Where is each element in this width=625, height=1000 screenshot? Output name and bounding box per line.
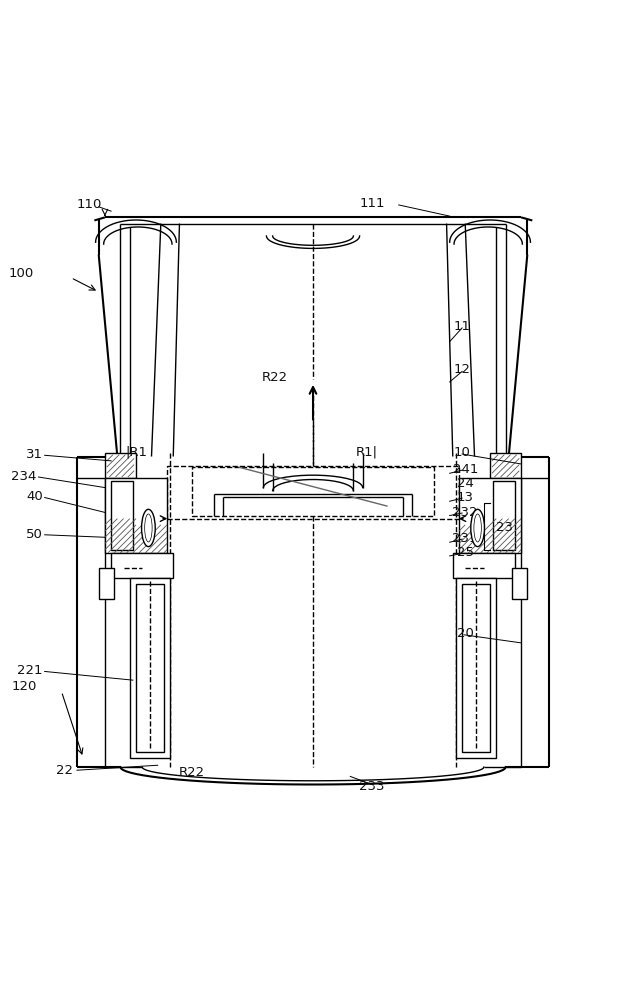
Bar — [459, 478, 521, 553]
Bar — [493, 481, 515, 550]
Bar — [192, 467, 434, 516]
Bar — [136, 525, 167, 553]
Bar — [99, 568, 114, 599]
Text: 221: 221 — [18, 664, 42, 677]
Text: 13: 13 — [457, 491, 474, 504]
Bar — [111, 481, 133, 550]
Text: 40: 40 — [26, 490, 42, 503]
Bar — [459, 525, 490, 553]
Bar — [107, 455, 134, 477]
Text: 23: 23 — [496, 521, 513, 534]
Text: R22: R22 — [262, 371, 288, 384]
Text: 241: 241 — [452, 463, 478, 476]
Text: 234: 234 — [11, 470, 37, 483]
Text: 24: 24 — [457, 477, 474, 490]
Text: 111: 111 — [359, 197, 385, 210]
Ellipse shape — [142, 509, 155, 547]
Text: 100: 100 — [8, 267, 34, 280]
Text: 50: 50 — [26, 528, 42, 541]
Text: R1|: R1| — [356, 445, 378, 458]
Text: 25: 25 — [457, 546, 474, 559]
Text: R22: R22 — [179, 766, 205, 779]
Text: 231: 231 — [452, 532, 478, 545]
Bar — [167, 466, 459, 519]
Bar — [105, 519, 136, 553]
Bar — [490, 453, 521, 478]
Text: 110: 110 — [77, 198, 102, 211]
Text: 232: 232 — [452, 506, 478, 519]
Bar — [512, 568, 528, 599]
Text: 10: 10 — [454, 446, 471, 459]
Bar — [111, 553, 173, 578]
Text: 120: 120 — [11, 680, 37, 693]
Bar — [452, 553, 515, 578]
Text: 12: 12 — [454, 363, 471, 376]
Bar — [490, 519, 521, 553]
Bar — [456, 578, 496, 758]
Bar — [462, 584, 490, 752]
Text: |R1: |R1 — [125, 445, 147, 458]
Bar — [130, 578, 170, 758]
Bar — [105, 478, 167, 553]
Text: 11: 11 — [454, 320, 471, 333]
Text: 233: 233 — [359, 780, 385, 793]
Ellipse shape — [471, 509, 484, 547]
Bar — [136, 584, 164, 752]
Text: 31: 31 — [26, 448, 42, 461]
Text: 22: 22 — [56, 764, 73, 777]
Bar — [105, 453, 136, 478]
Bar — [492, 455, 519, 477]
Text: 20: 20 — [457, 627, 474, 640]
